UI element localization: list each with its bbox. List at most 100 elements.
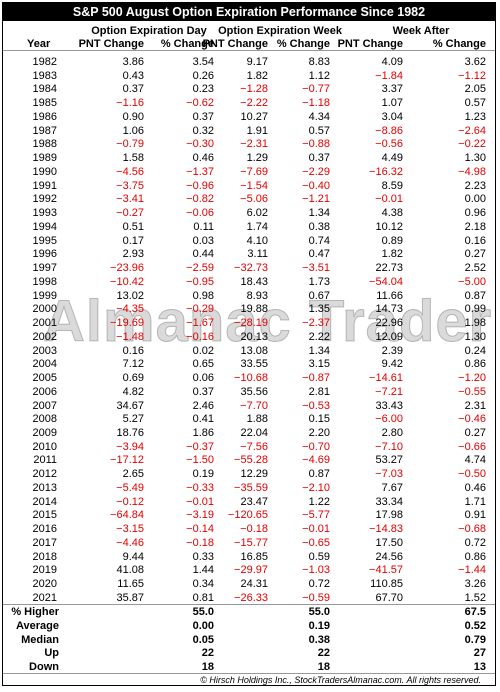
value-cell: −41.57 <box>369 564 403 577</box>
value-cell: −1.37 <box>186 165 214 178</box>
year-cell: 2019 <box>32 564 57 577</box>
value-cell: 41.08 <box>116 564 144 577</box>
year-cell: 1993 <box>32 207 57 220</box>
value-cell: 0.17 <box>122 234 144 247</box>
value-cell: 0.33 <box>192 550 214 563</box>
value-cell: 110.85 <box>370 578 403 591</box>
year-cell: 1995 <box>32 234 57 247</box>
value-cell: −19.69 <box>110 317 144 330</box>
value-cell: 2.52 <box>464 262 486 275</box>
value-cell: 33.34 <box>375 495 403 508</box>
year-cell: 2003 <box>32 344 57 357</box>
value-cell: 14.73 <box>375 303 403 316</box>
value-cell: −0.46 <box>458 413 486 426</box>
value-cell: −0.56 <box>375 138 403 151</box>
value-cell: −0.59 <box>302 591 330 604</box>
value-cell: −55.28 <box>234 454 268 467</box>
value-cell: 0.72 <box>464 536 486 549</box>
value-cell: 0.34 <box>192 578 214 591</box>
value-cell: −7.70 <box>240 399 268 412</box>
value-cell: −32.73 <box>234 262 268 275</box>
value-cell: −23.96 <box>110 262 144 275</box>
year-cell: 1991 <box>32 179 57 192</box>
value-cell: 2.18 <box>464 220 486 233</box>
value-cell: 24.56 <box>375 550 403 563</box>
value-cell: 0.86 <box>464 550 486 563</box>
value-cell: −2.10 <box>302 481 330 494</box>
value-cell: 12.29 <box>240 468 268 481</box>
value-cell: 18.76 <box>116 426 144 439</box>
header-rule <box>3 50 495 51</box>
value-cell: −0.50 <box>458 468 486 481</box>
value-cell: 22.73 <box>375 262 403 275</box>
value-cell: 0.81 <box>192 591 214 604</box>
column-header: Year <box>27 38 51 50</box>
value-cell: 0.43 <box>122 69 144 82</box>
value-cell: 0.15 <box>308 413 330 426</box>
value-cell: 2.39 <box>381 344 403 357</box>
year-cell: 1986 <box>32 110 57 123</box>
year-cell: 1998 <box>32 275 57 288</box>
value-cell: 4.82 <box>122 385 144 398</box>
value-cell: −0.06 <box>186 207 214 220</box>
year-cell: 2011 <box>33 454 57 467</box>
value-cell: 0.91 <box>464 509 486 522</box>
year-cell: 2012 <box>32 468 57 481</box>
value-cell: 20.13 <box>240 330 268 343</box>
value-cell: 2.05 <box>464 83 486 96</box>
value-cell: −0.65 <box>302 536 330 549</box>
value-cell: 0.98 <box>192 289 214 302</box>
value-cell: −3.41 <box>116 193 144 206</box>
footer: © Hirsch Holdings Inc., StockTradersAlma… <box>200 675 481 685</box>
value-cell: 34.67 <box>116 399 144 412</box>
summary-label: Average <box>15 619 59 632</box>
value-cell: 0.16 <box>464 234 486 247</box>
group-header: Option Expiration Week <box>218 25 342 37</box>
value-cell: −1.28 <box>240 83 268 96</box>
value-cell: −0.30 <box>186 138 214 151</box>
value-cell: −2.31 <box>240 138 268 151</box>
column-header: PNT Change <box>78 38 144 50</box>
value-cell: 18.43 <box>240 275 268 288</box>
summary-value: 0.05 <box>192 633 214 646</box>
value-cell: 0.32 <box>192 124 214 137</box>
year-cell: 1982 <box>32 56 57 68</box>
value-cell: −7.56 <box>240 440 268 453</box>
value-cell: 0.46 <box>464 481 486 494</box>
year-cell: 2020 <box>32 578 57 591</box>
value-cell: 0.03 <box>192 234 214 247</box>
year-cell: 2014 <box>32 495 57 508</box>
column-header: % Change <box>432 38 486 50</box>
year-cell: 2001 <box>32 317 57 330</box>
value-cell: −0.33 <box>186 481 214 494</box>
value-cell: −4.69 <box>302 454 330 467</box>
value-cell: −3.75 <box>116 179 144 192</box>
value-cell: 0.38 <box>308 220 330 233</box>
summary-value: 67.5 <box>464 606 486 618</box>
summary-value: 0.38 <box>308 633 330 646</box>
value-cell: −54.04 <box>369 275 403 288</box>
value-cell: −2.59 <box>186 262 214 275</box>
value-cell: 1.52 <box>464 591 486 604</box>
value-cell: 13.08 <box>240 344 268 357</box>
value-cell: −5.00 <box>458 275 486 288</box>
value-cell: 19.88 <box>240 303 268 316</box>
value-cell: 0.06 <box>192 372 214 385</box>
value-cell: 0.87 <box>308 468 330 481</box>
watermark: Almanac Trader <box>42 289 493 355</box>
summary-value: 0.19 <box>308 619 330 632</box>
value-cell: 1.73 <box>308 275 330 288</box>
value-cell: 2.22 <box>308 330 330 343</box>
group-header: Week After <box>392 25 450 37</box>
value-cell: 9.44 <box>122 550 144 563</box>
value-cell: 1.30 <box>464 152 486 165</box>
value-cell: −0.16 <box>186 330 214 343</box>
value-cell: −1.12 <box>458 69 486 82</box>
value-cell: 0.57 <box>464 97 486 110</box>
table-page: S&P 500 August Option Expiration Perform… <box>2 2 496 686</box>
value-cell: −26.33 <box>234 591 268 604</box>
value-cell: −0.79 <box>116 138 144 151</box>
value-cell: 12.09 <box>375 330 403 343</box>
value-cell: −2.37 <box>302 317 330 330</box>
value-cell: −0.70 <box>302 440 330 453</box>
